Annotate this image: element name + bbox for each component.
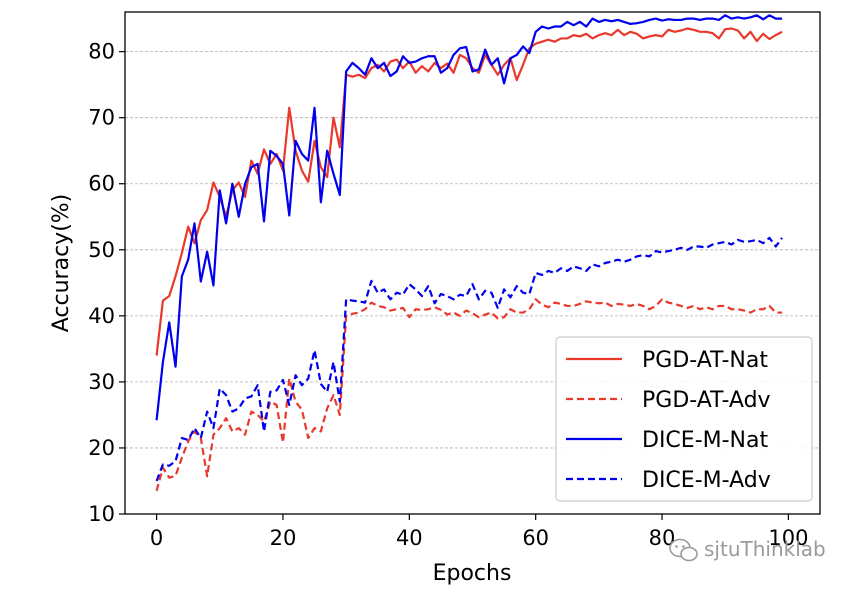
axis-ticks: 10 20 30 40 50 60 70 80 0 20 40 60 80 100	[88, 40, 808, 550]
legend-box	[555, 336, 813, 502]
watermark-text: sjtuThinklab	[704, 537, 826, 561]
y-tick-label: 80	[88, 40, 115, 64]
legend-label: PGD-AT-Adv	[642, 388, 771, 413]
plot-frame	[124, 11, 821, 515]
x-tick-label: 60	[522, 526, 549, 550]
x-tick-label: 100	[768, 526, 808, 550]
legend-label: DICE-M-Adv	[642, 468, 771, 493]
legend-label: DICE-M-Nat	[642, 428, 768, 453]
watermark: sjtuThinklab	[669, 537, 826, 562]
x-axis-label: Epochs	[433, 561, 512, 586]
y-tick-label: 60	[88, 172, 115, 196]
series-line-dice-m-adv	[155, 236, 783, 482]
x-tick-label: 0	[150, 526, 163, 550]
legend-label: PGD-AT-Nat	[642, 348, 768, 373]
y-tick-label: 20	[88, 436, 115, 460]
y-tick-label: 50	[88, 238, 115, 262]
series-line-pgd-at-nat	[155, 27, 783, 356]
y-tick-label: 40	[88, 304, 115, 328]
grid-lines	[125, 51, 820, 515]
x-tick-label: 40	[396, 526, 423, 550]
y-axis-label: Accuracy(%)	[49, 194, 74, 333]
y-tick-label: 70	[88, 106, 115, 130]
legend: PGD-AT-Nat PGD-AT-Adv DICE-M-Nat DICE-M-Adv	[555, 336, 813, 502]
y-tick-label: 10	[88, 502, 115, 526]
y-tick-label: 30	[88, 370, 115, 394]
wechat-icon	[669, 538, 698, 562]
series-line-pgd-at-adv	[155, 298, 783, 492]
x-tick-label: 20	[270, 526, 297, 550]
series-line-dice-m-nat	[155, 14, 783, 421]
series-lines	[155, 14, 783, 492]
x-tick-label: 80	[649, 526, 676, 550]
